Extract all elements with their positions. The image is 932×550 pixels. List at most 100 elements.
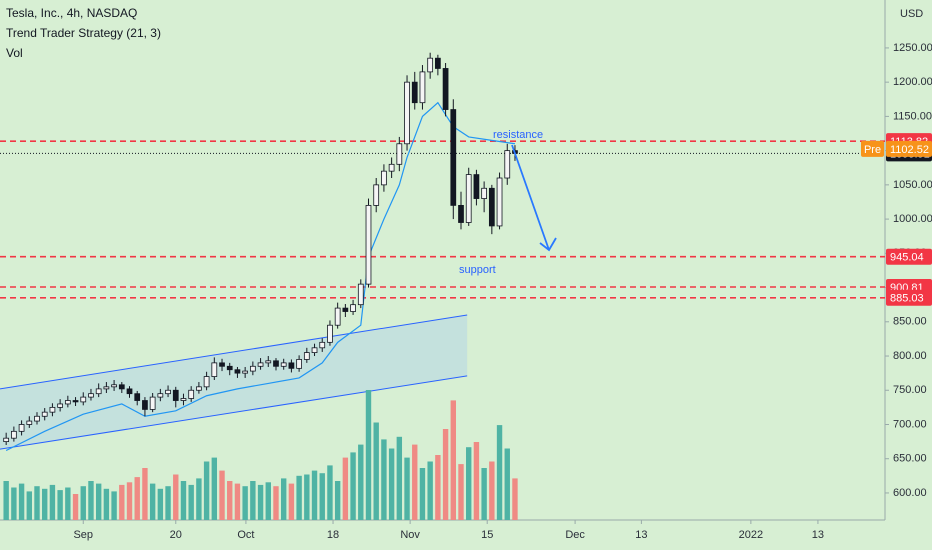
volume-bar: [219, 470, 225, 520]
volume-bar: [173, 474, 179, 520]
volume-bar: [134, 477, 140, 520]
candle-body: [126, 388, 133, 395]
candle-body: [172, 389, 179, 401]
price-tag: 945.04: [890, 252, 924, 264]
pre-label-box: [861, 140, 884, 157]
x-tick-label: 20: [170, 529, 182, 541]
volume-bar: [257, 484, 264, 520]
candle-body: [165, 389, 171, 395]
x-tick-label: Oct: [237, 529, 254, 541]
volume-bar: [396, 436, 403, 520]
candle-body: [188, 389, 195, 399]
volume-bar: [95, 483, 102, 520]
candle-body: [180, 398, 187, 401]
volume-bar: [157, 488, 164, 520]
candle-body: [334, 307, 341, 326]
candle-body: [373, 184, 380, 206]
candle-body: [388, 163, 395, 172]
volume-bar: [512, 478, 518, 520]
candle-body: [450, 109, 457, 206]
candle-body: [342, 307, 349, 312]
candle-body: [95, 388, 102, 395]
volume-bar: [242, 486, 248, 520]
volume-bar: [126, 482, 133, 520]
candle-body: [381, 170, 387, 186]
candle-body: [481, 187, 487, 199]
candle-body: [273, 360, 279, 367]
volume-bar: [450, 400, 456, 520]
volume-bar: [319, 473, 325, 520]
volume-bar: [72, 494, 79, 520]
y-tick-label: 1150.00: [893, 110, 932, 122]
candle-body: [419, 71, 426, 104]
candle-body: [72, 400, 79, 403]
y-tick-label: 1050.00: [893, 179, 932, 191]
y-tick-label: 1250.00: [893, 42, 932, 54]
arrow: [511, 144, 557, 252]
price-tag: 885.03: [890, 293, 924, 305]
volume-bar: [427, 461, 433, 520]
candle-body: [435, 57, 441, 69]
volume-bar: [311, 470, 318, 520]
volume-bar: [435, 455, 441, 520]
candle-body: [219, 362, 225, 367]
candle-body: [34, 415, 40, 422]
candle-body: [288, 362, 295, 369]
x-tick-label: Sep: [73, 529, 93, 541]
candle-body: [41, 411, 48, 417]
candle-body: [3, 437, 10, 443]
candle-body: [311, 347, 318, 354]
candle-body: [504, 150, 511, 179]
candle-body: [350, 304, 356, 312]
candle-body: [257, 362, 264, 367]
x-tick-label: 13: [812, 529, 824, 541]
volume-bar: [481, 468, 487, 520]
candle-body: [211, 362, 218, 377]
volume-bar: [227, 481, 233, 520]
volume-bar: [280, 478, 287, 520]
volume-bar: [265, 482, 271, 520]
volume-bar: [381, 439, 387, 520]
volume-bar: [419, 468, 426, 520]
candle-body: [327, 324, 333, 343]
candle-body: [265, 360, 272, 364]
candle-body: [103, 386, 110, 390]
pre-tag-box: [886, 140, 932, 157]
candle-body: [203, 376, 210, 388]
volume-bar: [111, 491, 117, 520]
volume-bar: [296, 475, 302, 520]
volume-bar: [26, 491, 32, 520]
volume-bar: [489, 461, 495, 520]
candle-body: [134, 393, 141, 401]
x-tick-label: Dec: [565, 529, 585, 541]
candle-body: [465, 174, 472, 223]
candle-body: [242, 370, 249, 374]
x-tick-label: 15: [481, 529, 493, 541]
volume-bar: [119, 484, 125, 520]
y-tick-label: 850.00: [893, 316, 927, 328]
volume-bar: [466, 447, 472, 520]
x-tick-label: 13: [635, 529, 647, 541]
volume-bar: [18, 483, 25, 520]
x-tick-label: Nov: [400, 529, 420, 541]
volume-bar: [458, 464, 464, 520]
volume-bar: [49, 484, 56, 520]
volume-bar: [103, 488, 110, 520]
volume-bar: [388, 448, 395, 520]
candle-body: [357, 283, 364, 306]
candle-body: [57, 403, 63, 408]
volume-bar: [196, 478, 202, 520]
y-tick-label: 750.00: [893, 384, 927, 396]
y-tick-label: 800.00: [893, 350, 927, 362]
volume-bar: [365, 390, 372, 520]
candle-body: [196, 386, 202, 391]
candle-body: [111, 384, 117, 388]
volume-bar: [149, 483, 156, 520]
chart-title: Tesla, Inc., 4h, NASDAQ: [6, 6, 137, 20]
y-tick-label: 1200.00: [893, 76, 932, 88]
volume-bar: [211, 457, 218, 520]
x-tick-label: 2022: [739, 529, 763, 541]
candle-body: [396, 143, 403, 165]
candle-body: [473, 174, 480, 199]
